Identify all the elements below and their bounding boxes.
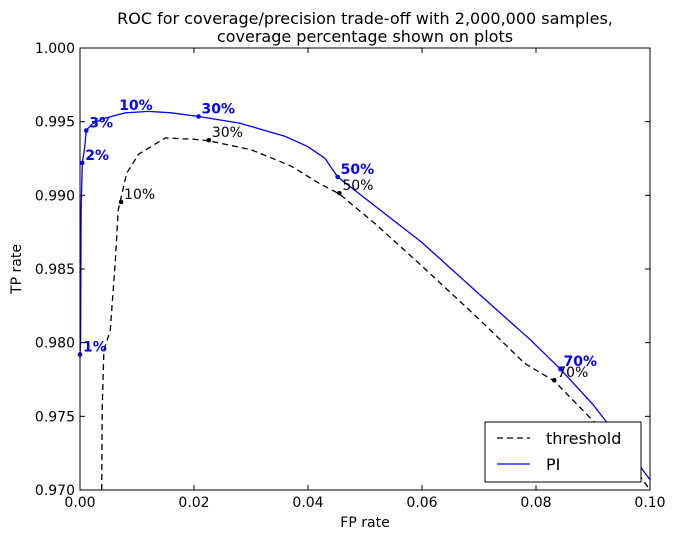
- annotation-pi: 2%: [85, 148, 109, 164]
- series-marker-threshold: [206, 137, 212, 143]
- legend-label-pi: PI: [546, 455, 560, 474]
- x-tick-label: 0.06: [406, 495, 437, 511]
- chart-subtitle: coverage percentage shown on plots: [217, 27, 513, 46]
- annotation-pi: 30%: [202, 102, 236, 118]
- legend-label-threshold: threshold: [546, 429, 621, 448]
- series-marker-pi: [335, 174, 340, 180]
- series-marker-pi: [83, 128, 89, 133]
- y-tick-label: 0.985: [35, 262, 75, 278]
- y-tick-label: 0.980: [35, 336, 75, 352]
- series-marker-pi: [558, 366, 563, 372]
- series-marker-threshold: [118, 199, 124, 205]
- series-line-threshold: [101, 137, 650, 490]
- x-tick-label: 0.04: [292, 495, 323, 511]
- y-axis-title: TP rate: [9, 244, 25, 295]
- x-tick-label: 0.02: [178, 495, 209, 511]
- series-marker-pi: [79, 160, 85, 166]
- y-tick-label: 0.995: [35, 115, 75, 131]
- annotation-threshold: 10%: [124, 187, 155, 203]
- legend-box: [484, 421, 642, 483]
- x-axis-title: FP rate: [340, 515, 389, 531]
- legend: threshold PI: [484, 421, 642, 483]
- y-tick-label: 0.990: [35, 188, 75, 204]
- x-tick-label: 0.08: [520, 495, 551, 511]
- plot-area: 10% 30% 50% 70% 1% 2% 3% 30% 50% 70% 10% 0.00 0.02 0.…: [35, 41, 666, 511]
- annotation-threshold: 50%: [342, 178, 373, 194]
- series-marker-pi: [196, 114, 201, 119]
- annotation-pi: 70%: [564, 354, 598, 370]
- annotation-threshold: 30%: [212, 125, 243, 141]
- annotation-pi: 10%: [119, 98, 153, 114]
- annotation-pi: 1%: [83, 339, 107, 355]
- annotation-pi: 50%: [341, 162, 375, 178]
- x-tick-label: 0.00: [64, 495, 95, 511]
- y-tick-label: 0.970: [35, 483, 75, 499]
- x-tick-label: 0.10: [634, 495, 665, 511]
- chart-title: ROC for coverage/precision trade-off wit…: [117, 9, 613, 28]
- series-marker-threshold: [551, 377, 557, 383]
- annotation-threshold: 70%: [557, 365, 588, 381]
- y-tick-label: 1.000: [35, 41, 75, 57]
- y-tick-label: 0.975: [35, 409, 75, 425]
- annotation-pi: 3%: [89, 116, 113, 132]
- series-marker-threshold: [337, 190, 342, 196]
